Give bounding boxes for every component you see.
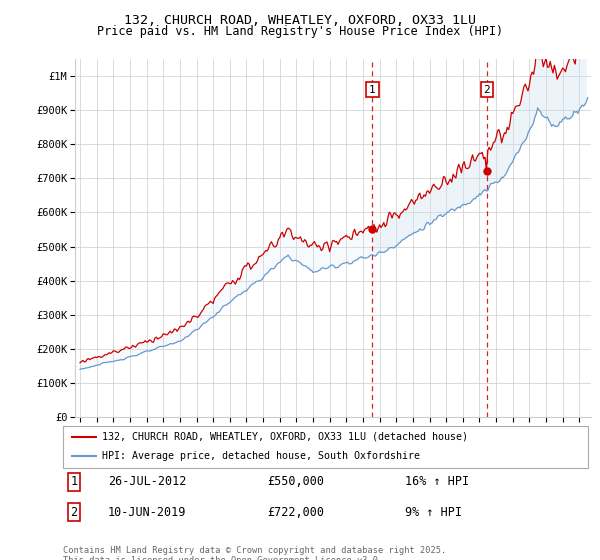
Text: 132, CHURCH ROAD, WHEATLEY, OXFORD, OX33 1LU (detached house): 132, CHURCH ROAD, WHEATLEY, OXFORD, OX33… bbox=[103, 432, 469, 442]
Text: 9% ↑ HPI: 9% ↑ HPI bbox=[405, 506, 462, 519]
Text: Price paid vs. HM Land Registry's House Price Index (HPI): Price paid vs. HM Land Registry's House … bbox=[97, 25, 503, 38]
Text: 26-JUL-2012: 26-JUL-2012 bbox=[108, 475, 187, 488]
Text: HPI: Average price, detached house, South Oxfordshire: HPI: Average price, detached house, Sout… bbox=[103, 451, 421, 461]
Text: 10-JUN-2019: 10-JUN-2019 bbox=[108, 506, 187, 519]
Text: 1: 1 bbox=[70, 475, 77, 488]
Text: 132, CHURCH ROAD, WHEATLEY, OXFORD, OX33 1LU: 132, CHURCH ROAD, WHEATLEY, OXFORD, OX33… bbox=[124, 14, 476, 27]
Text: 2: 2 bbox=[484, 85, 490, 95]
Text: £722,000: £722,000 bbox=[267, 506, 324, 519]
Text: 2: 2 bbox=[70, 506, 77, 519]
Text: £550,000: £550,000 bbox=[267, 475, 324, 488]
Text: 16% ↑ HPI: 16% ↑ HPI bbox=[405, 475, 469, 488]
FancyBboxPatch shape bbox=[63, 426, 588, 468]
Text: Contains HM Land Registry data © Crown copyright and database right 2025.
This d: Contains HM Land Registry data © Crown c… bbox=[63, 546, 446, 560]
Text: 1: 1 bbox=[369, 85, 376, 95]
